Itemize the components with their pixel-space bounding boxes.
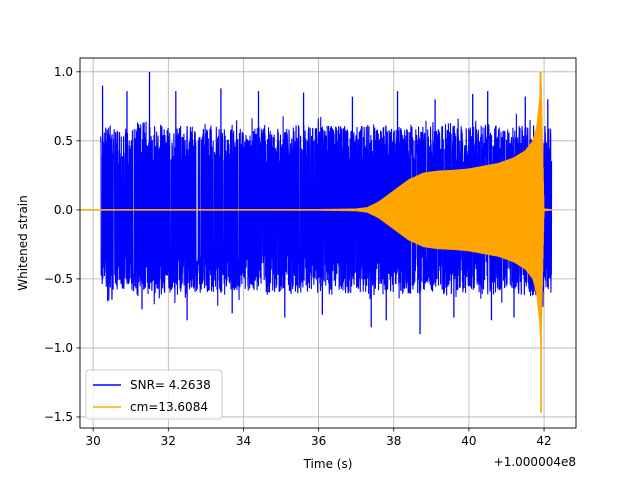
x-tick-label: 40 <box>461 434 476 448</box>
legend-label-cm: cm=13.6084 <box>130 400 208 414</box>
axis-ticks: 30 32 34 36 38 40 42 −1.5 −1.0 −0.5 0.0 0.5 1.0 <box>44 65 552 448</box>
x-axis-label: Time (s) <box>303 457 353 471</box>
y-tick-label: 0.5 <box>54 134 73 148</box>
x-tick-label: 32 <box>161 434 176 448</box>
x-tick-label: 38 <box>386 434 401 448</box>
x-offset-label: +1.000004e8 <box>494 455 576 469</box>
y-tick-label: 0.0 <box>54 203 73 217</box>
x-tick-label: 42 <box>536 434 551 448</box>
y-tick-label: −1.5 <box>44 410 73 424</box>
y-axis-label: Whitened strain <box>16 195 30 291</box>
y-tick-label: −0.5 <box>44 272 73 286</box>
legend: SNR= 4.2638 cm=13.6084 <box>85 369 223 420</box>
y-tick-label: 1.0 <box>54 65 73 79</box>
plot-frame <box>79 57 577 429</box>
y-tick-label: −1.0 <box>44 341 73 355</box>
x-tick-label: 34 <box>236 434 251 448</box>
x-tick-label: 30 <box>86 434 101 448</box>
legend-label-snr: SNR= 4.2638 <box>130 378 211 392</box>
plot-series <box>80 71 553 413</box>
x-tick-label: 36 <box>311 434 326 448</box>
